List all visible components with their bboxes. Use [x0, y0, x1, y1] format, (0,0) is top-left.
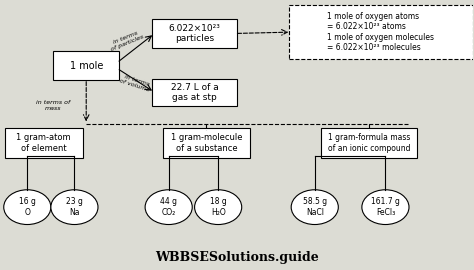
- Text: in terms
of particles: in terms of particles: [108, 29, 145, 52]
- Text: in terms
of volume: in terms of volume: [119, 73, 152, 93]
- Text: 16 g
O: 16 g O: [19, 197, 36, 217]
- Ellipse shape: [195, 190, 242, 225]
- Ellipse shape: [51, 190, 98, 225]
- Ellipse shape: [291, 190, 338, 225]
- Text: 1 gram-formula mass
of an ionic compound: 1 gram-formula mass of an ionic compound: [328, 133, 410, 153]
- Ellipse shape: [4, 190, 51, 225]
- Text: 1 gram-molecule
of a substance: 1 gram-molecule of a substance: [171, 133, 242, 153]
- Text: 1 gram-atom
of element: 1 gram-atom of element: [17, 133, 71, 153]
- Text: 23 g
Na: 23 g Na: [66, 197, 83, 217]
- Text: 44 g
CO₂: 44 g CO₂: [160, 197, 177, 217]
- Text: 1 mole of oxygen atoms
= 6.022×10²³ atoms
1 mole of oxygen molecules
= 6.022×10²: 1 mole of oxygen atoms = 6.022×10²³ atom…: [327, 12, 434, 52]
- FancyBboxPatch shape: [289, 5, 473, 59]
- FancyBboxPatch shape: [163, 128, 250, 158]
- FancyBboxPatch shape: [152, 79, 237, 106]
- Text: 18 g
H₂O: 18 g H₂O: [210, 197, 227, 217]
- Text: 1 mole: 1 mole: [70, 60, 103, 70]
- Text: WBBSESolutions.guide: WBBSESolutions.guide: [155, 251, 319, 264]
- FancyBboxPatch shape: [320, 128, 417, 158]
- Ellipse shape: [145, 190, 192, 225]
- Text: 161.7 g
FeCl₃: 161.7 g FeCl₃: [371, 197, 400, 217]
- FancyBboxPatch shape: [152, 19, 237, 48]
- Text: in terms of
mass: in terms of mass: [36, 100, 70, 111]
- Ellipse shape: [362, 190, 409, 225]
- Text: 6.022×10²³
particles: 6.022×10²³ particles: [169, 24, 220, 43]
- FancyBboxPatch shape: [5, 128, 82, 158]
- Text: 58.5 g
NaCl: 58.5 g NaCl: [303, 197, 327, 217]
- Text: 22.7 L of a
gas at stp: 22.7 L of a gas at stp: [171, 83, 219, 102]
- FancyBboxPatch shape: [53, 51, 119, 80]
